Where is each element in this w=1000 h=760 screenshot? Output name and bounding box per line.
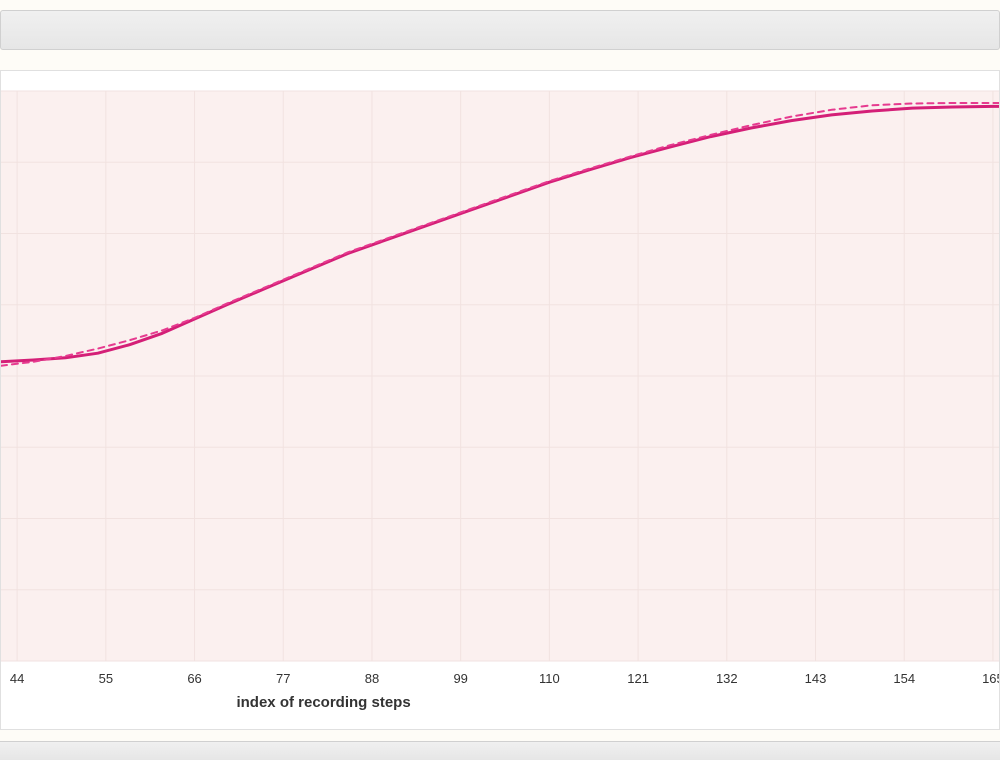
x-tick-label: 110: [539, 671, 560, 686]
x-tick-label: 165: [982, 671, 1000, 686]
x-tick-label: 99: [453, 671, 467, 686]
x-tick-label: 66: [187, 671, 201, 686]
chart-container: 44 55 66 77 88 99 110 121 132 143 154 165 index of …: [0, 70, 1000, 730]
line-chart: 44 55 66 77 88 99 110 121 132 143 154 165 index of …: [1, 71, 1000, 730]
x-tick-label: 55: [99, 671, 113, 686]
x-axis-label: index of recording steps: [236, 694, 410, 711]
x-tick-label: 77: [276, 671, 290, 686]
x-tick-label: 154: [893, 671, 915, 686]
x-tick-label: 121: [627, 671, 649, 686]
x-tick-label: 44: [10, 671, 24, 686]
x-tick-label: 132: [716, 671, 738, 686]
toolbar[interactable]: [0, 10, 1000, 50]
x-tick-label: 88: [365, 671, 379, 686]
status-bar: [0, 741, 1000, 760]
x-ticks: 44 55 66 77 88 99 110 121 132 143 154 165: [10, 671, 1000, 686]
x-tick-label: 143: [805, 671, 827, 686]
